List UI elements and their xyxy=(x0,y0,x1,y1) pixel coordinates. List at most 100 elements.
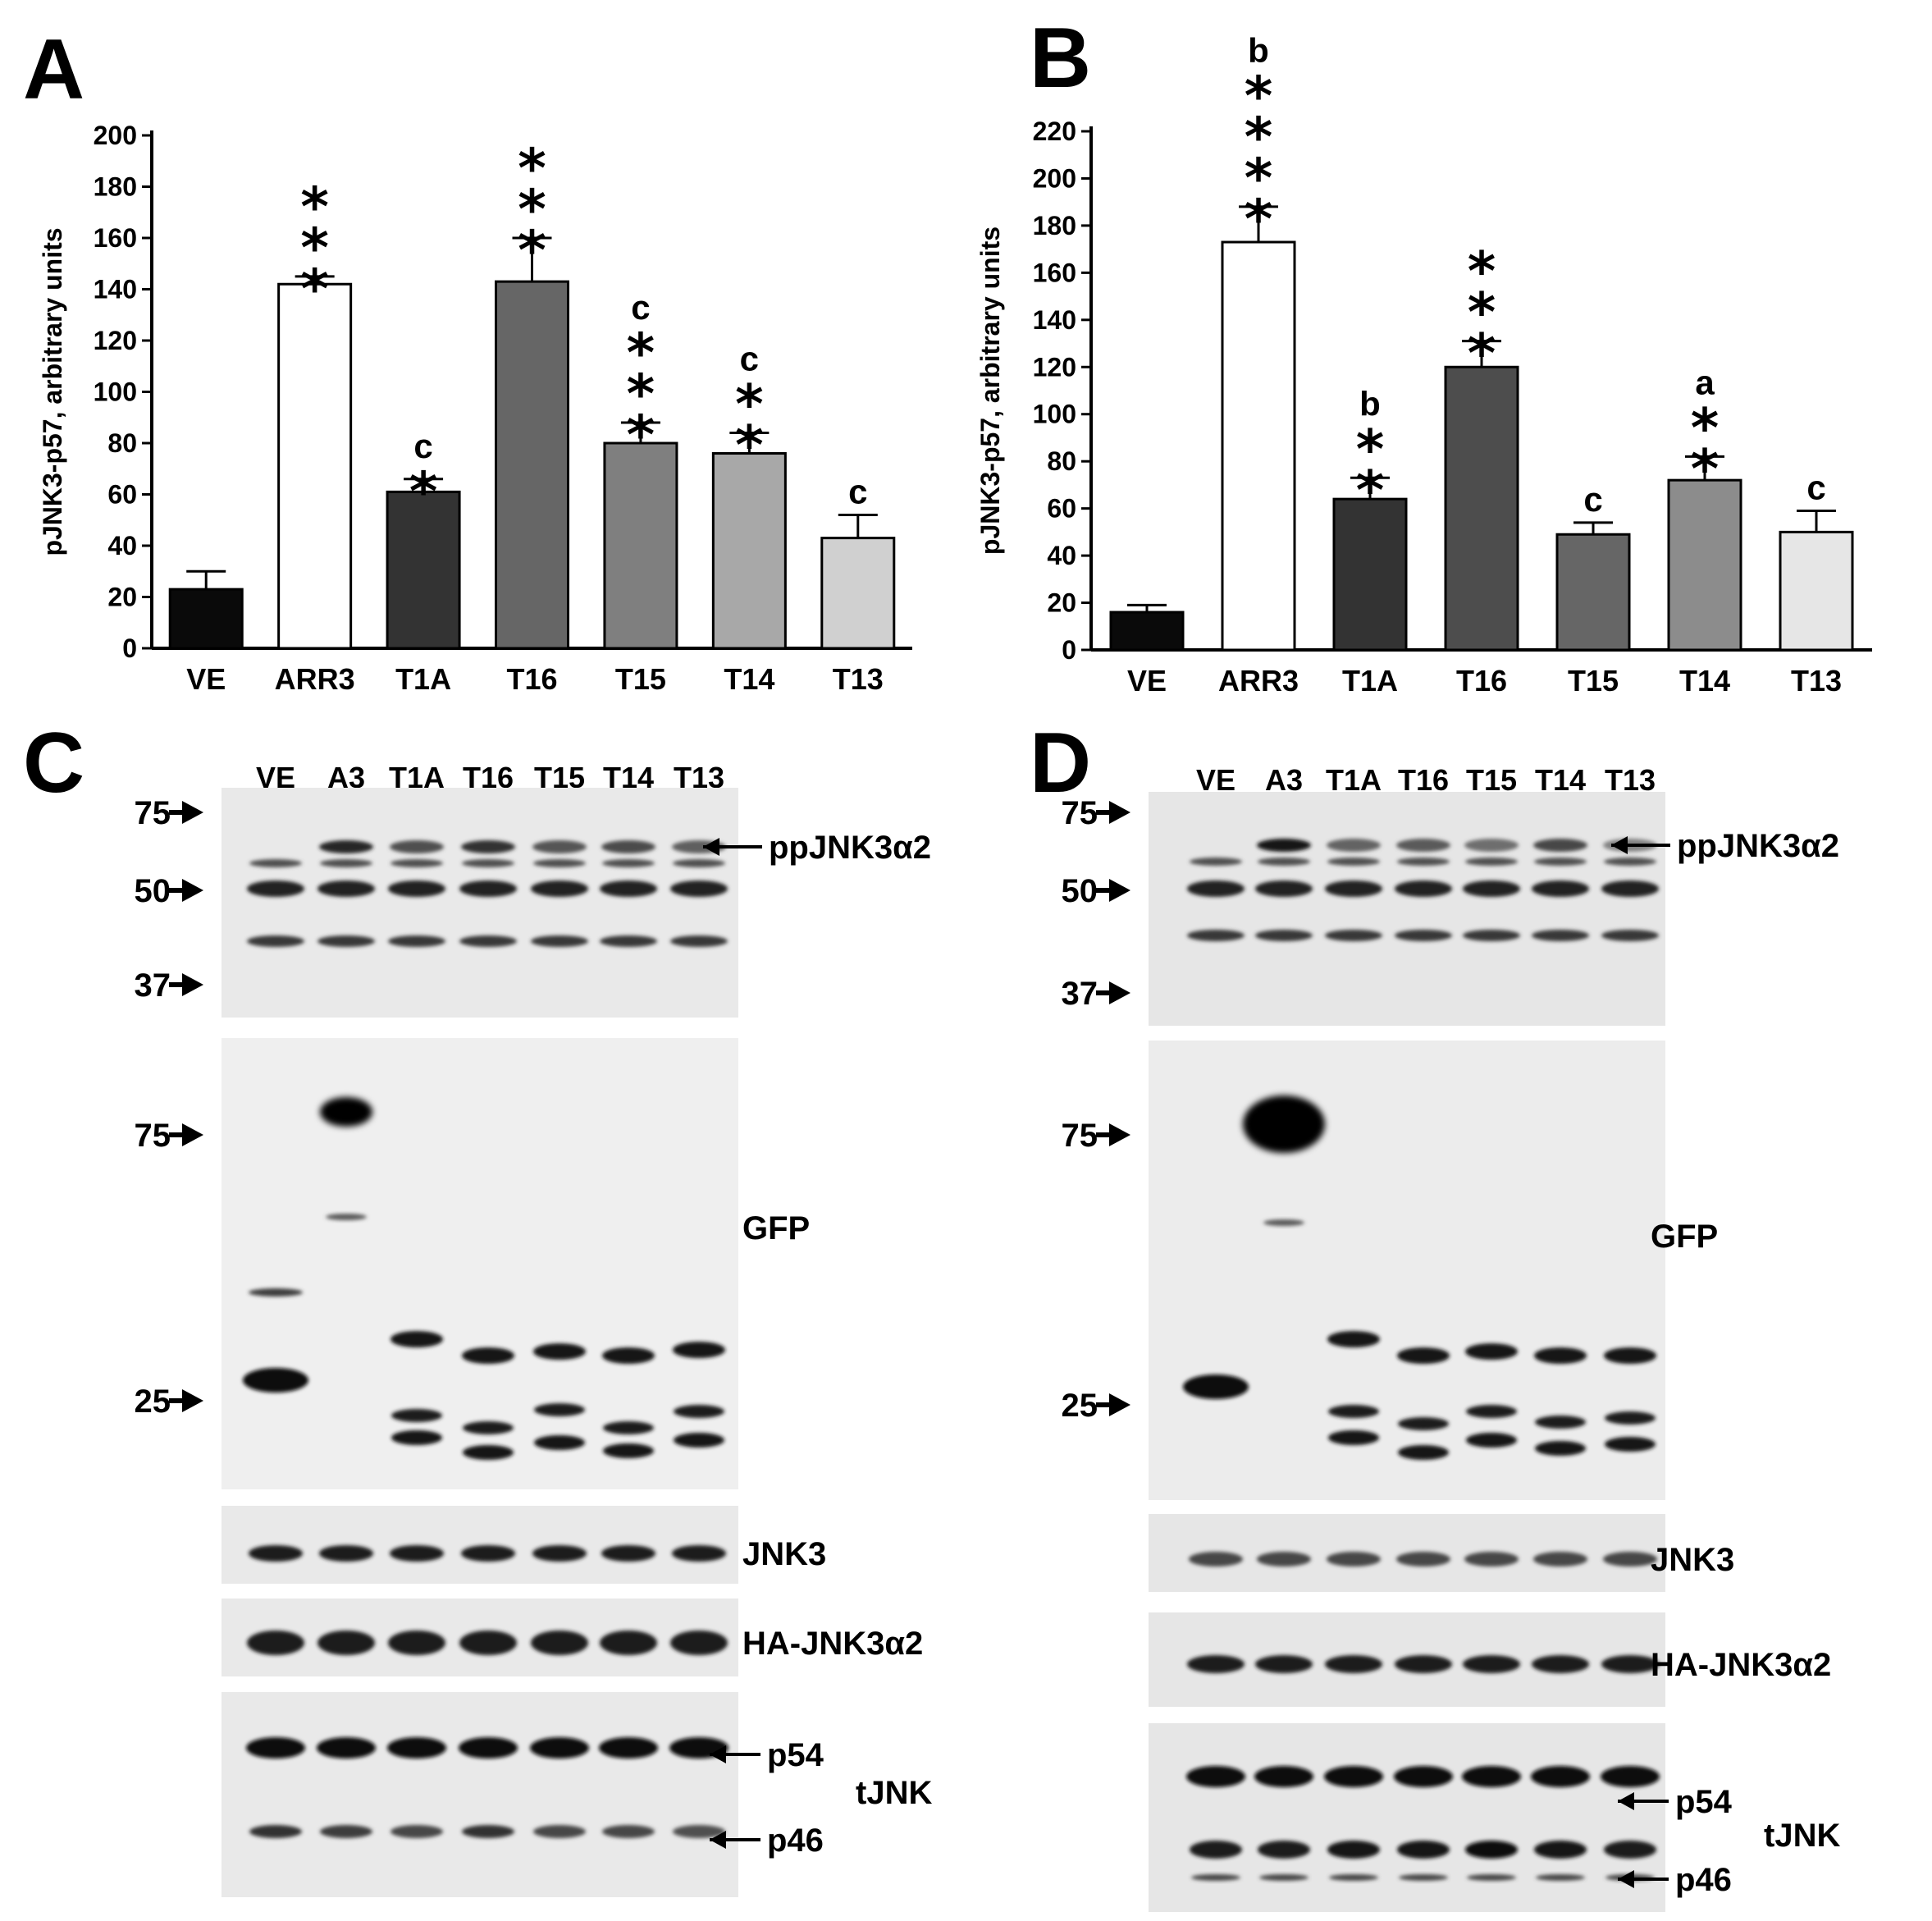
p46-lower-band xyxy=(1536,1874,1585,1881)
lane-label: T13 xyxy=(1605,763,1656,797)
ha-band xyxy=(1463,1655,1520,1673)
gfp-band-cleaved xyxy=(1398,1417,1449,1430)
band-upper-nonspecific xyxy=(673,859,725,867)
band-50kda xyxy=(459,880,517,897)
marker-arrow xyxy=(1109,1123,1130,1146)
significance-letter: a xyxy=(1695,363,1715,401)
jnk3-band xyxy=(1533,1552,1587,1567)
y-tick-label: 0 xyxy=(1062,635,1076,665)
significance-star: * xyxy=(1356,459,1385,522)
gfp-band-fusion xyxy=(602,1347,655,1364)
y-tick-label: 180 xyxy=(94,172,137,202)
y-tick-label: 60 xyxy=(1047,494,1076,524)
p46-band xyxy=(1327,1841,1380,1859)
band-upper-nonspecific xyxy=(1327,858,1380,866)
ppjnk-band xyxy=(1327,839,1381,852)
bar-arr3 xyxy=(1221,240,1296,652)
band-45kda xyxy=(600,935,657,947)
gfp-band-cleaved xyxy=(463,1421,514,1434)
gfp-band-a3 xyxy=(320,1097,372,1127)
x-tick-label: ARR3 xyxy=(1218,664,1299,698)
x-tick-label: T16 xyxy=(1456,664,1507,698)
p54-band xyxy=(1394,1766,1453,1787)
band-45kda xyxy=(317,935,375,947)
ha-band xyxy=(670,1631,728,1655)
blot-d: VE A3 T1A T16 T15 T14 T13 75 50 37 ppJNK3α2 75 25 GFP… xyxy=(1062,763,1840,1912)
band-45kda xyxy=(1463,930,1520,941)
marker-arrow xyxy=(182,1389,203,1412)
ha-band xyxy=(531,1631,588,1655)
y-axis-label: pJNK3-p57, arbitrary units xyxy=(38,227,67,556)
jnk3-band xyxy=(1396,1552,1450,1567)
mw-label: 75 xyxy=(1062,1118,1098,1154)
significance-star: * xyxy=(1356,418,1385,481)
significance-star: * xyxy=(518,219,546,282)
gfp-label: GFP xyxy=(742,1210,810,1246)
significance-star: * xyxy=(300,258,329,321)
lane-label: T1A xyxy=(1326,763,1382,797)
p46-band xyxy=(391,1825,443,1838)
ha-band xyxy=(459,1631,517,1655)
gfp-band-free xyxy=(1466,1433,1517,1448)
ppjnk-band xyxy=(1396,839,1450,852)
p46-band xyxy=(1258,1841,1310,1859)
y-tick-label: 120 xyxy=(94,326,137,355)
lane-label: T15 xyxy=(1466,763,1517,797)
bar-t14 xyxy=(711,452,787,650)
bar-t13 xyxy=(820,537,896,650)
p54-band xyxy=(599,1737,658,1759)
x-tick-label: VE xyxy=(1127,664,1167,698)
p54-band xyxy=(1324,1766,1383,1787)
bar-ve xyxy=(1109,611,1185,652)
bar-t16 xyxy=(1444,365,1519,652)
y-tick-label: 100 xyxy=(94,377,137,407)
significance-star: * xyxy=(300,176,329,239)
ha-band xyxy=(1532,1655,1589,1673)
band-upper-nonspecific xyxy=(1534,858,1587,866)
gfp-band-cleaved xyxy=(674,1405,724,1418)
chart-a: 0 20 40 60 80 100 120 140 160 180 200 pJNK3-p57, ar… xyxy=(38,121,912,696)
band-upper-nonspecific xyxy=(1465,858,1518,866)
band-50kda xyxy=(247,880,304,897)
marker-arrow xyxy=(182,801,203,824)
tjnk-label: tJNK xyxy=(856,1775,932,1811)
y-tick-label: 100 xyxy=(1033,400,1076,429)
significance-letter: c xyxy=(631,288,650,327)
ppjnk-band xyxy=(601,840,655,853)
y-tick-label: 200 xyxy=(94,121,137,150)
y-tick-label: 60 xyxy=(107,480,137,510)
mw-label: 50 xyxy=(1062,873,1098,909)
band-50kda xyxy=(1187,880,1245,897)
y-tick-label: 80 xyxy=(1047,446,1076,476)
x-tick-label: VE xyxy=(186,662,226,696)
p46-band xyxy=(1534,1841,1587,1859)
significance-letter: c xyxy=(848,473,867,511)
ppjnk-label: ppJNK3α2 xyxy=(769,830,931,866)
y-tick-label: 20 xyxy=(1047,588,1076,618)
y-tick-label: 120 xyxy=(1033,352,1076,382)
ha-label: HA-JNK3α2 xyxy=(742,1626,923,1662)
significance-star: * xyxy=(409,460,438,524)
p46-band xyxy=(602,1825,655,1838)
mw-label: 75 xyxy=(135,795,171,831)
y-tick-label: 80 xyxy=(107,428,137,458)
band-45kda xyxy=(531,935,588,947)
jnk3-label: JNK3 xyxy=(742,1536,826,1572)
gfp-band-ve-upper xyxy=(249,1288,303,1297)
marker-arrow xyxy=(182,973,203,996)
gfp-band-fusion xyxy=(462,1347,514,1364)
label-arrow xyxy=(1618,1870,1634,1888)
label-arrow xyxy=(710,1831,726,1849)
x-tick-label: T1A xyxy=(395,662,451,696)
p46-label: p46 xyxy=(1675,1862,1732,1898)
band-45kda xyxy=(670,935,728,947)
ppjnk-band xyxy=(532,840,587,853)
gfp-band-free xyxy=(603,1443,654,1458)
band-upper-nonspecific xyxy=(249,859,302,867)
band-50kda xyxy=(1395,880,1452,897)
jnk3-band xyxy=(1603,1552,1657,1567)
significance-letter: c xyxy=(1583,480,1602,519)
gfp-band-free xyxy=(1535,1441,1586,1456)
